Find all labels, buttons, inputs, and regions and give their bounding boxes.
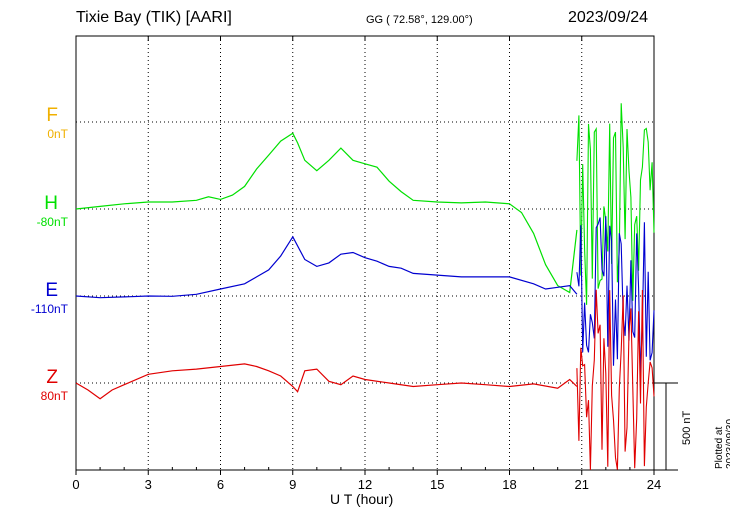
series-line-z (75, 363, 578, 400)
date-label: 2023/09/24 (568, 9, 649, 26)
x-axis-label: U T (hour) (330, 491, 394, 507)
series-e-name: E (45, 280, 58, 301)
x-tick-label: 3 (145, 477, 152, 492)
x-tick-label: 9 (289, 477, 296, 492)
x-tick-label: 6 (217, 477, 224, 492)
series-f-baseline: 0nT (47, 127, 68, 141)
series-label-h: H -80nT (0, 193, 70, 229)
x-tick-label: 24 (647, 477, 661, 492)
series-f-name: F (46, 105, 58, 126)
series-e-baseline: -110nT (30, 302, 68, 316)
series-line-h (75, 132, 578, 294)
x-tick-label: 21 (575, 477, 589, 492)
series-z-name: Z (46, 367, 58, 388)
series-label-z: Z 80nT (0, 367, 70, 403)
chart-title: Tixie Bay (TIK) [AARI] (76, 9, 232, 26)
series-line-e (75, 235, 578, 299)
x-tick-label: 0 (72, 477, 79, 492)
series-disturbance-z (576, 289, 655, 471)
series-label-e: E -110nT (0, 280, 70, 316)
scale-bar-label: 500 nT (681, 410, 693, 445)
series-z-baseline: 80nT (40, 389, 68, 403)
x-tick-label: 15 (430, 477, 444, 492)
series-disturbance-h (576, 103, 655, 305)
series-h-name: H (44, 193, 58, 214)
plotted-timestamp: Plotted at 2023/09/30 21:14 UT (714, 418, 730, 469)
x-tick-label: 12 (358, 477, 372, 492)
x-tick-label: 18 (502, 477, 516, 492)
series-label-f: F 0nT (0, 105, 70, 141)
coordinates-label: GG ( 72.58°, 129.00°) (366, 14, 473, 26)
series-h-baseline: -80nT (36, 215, 68, 229)
